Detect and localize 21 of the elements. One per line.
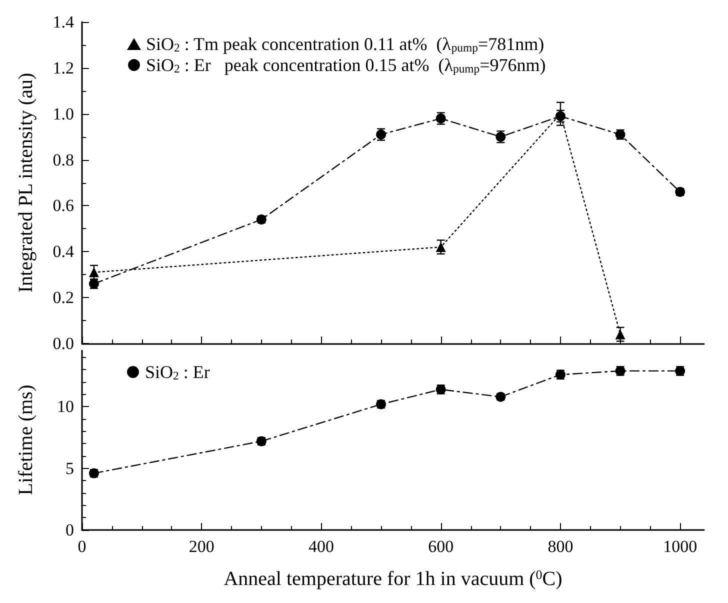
point: [88, 267, 99, 278]
y-tick-label: 0.0: [52, 334, 74, 353]
y-tick-label: 1.0: [52, 104, 74, 124]
y-tick-label: 1.4: [52, 12, 74, 32]
point: [436, 242, 446, 252]
y-axis-title: Lifetime (ms): [15, 384, 37, 496]
y-tick-label: 10: [57, 397, 74, 416]
y-tick-label: 0.6: [52, 196, 74, 216]
y-tick-label: 0.2: [52, 288, 74, 308]
y-tick-label: 1.2: [52, 58, 74, 78]
x-tick-label: 1000: [663, 537, 698, 556]
y-tick-label: 5: [66, 458, 74, 478]
x-tick-label: 200: [188, 537, 214, 556]
x-tick-label: 800: [548, 537, 574, 556]
y-tick-label: 0.8: [52, 150, 74, 170]
y-tick-label: 0.4: [52, 242, 74, 262]
x-tick-label: 0: [78, 537, 86, 556]
x-tick-label: 400: [308, 537, 334, 556]
y-axis-title: Integrated PL intensity (au): [15, 72, 37, 293]
x-tick-label: 600: [428, 537, 454, 556]
y-tick-label: 0: [66, 520, 74, 540]
